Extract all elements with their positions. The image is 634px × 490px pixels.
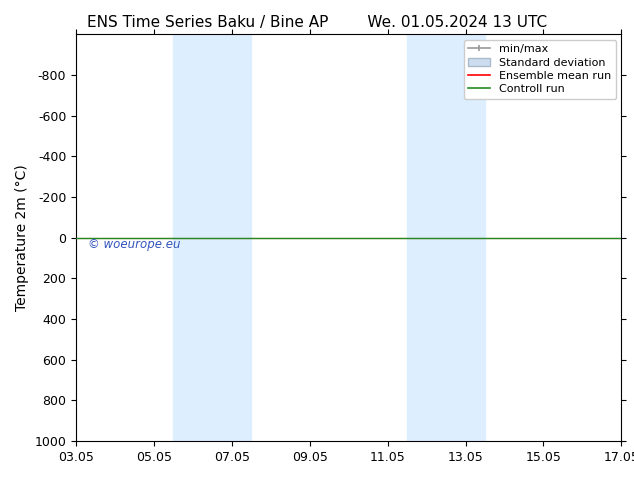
- Bar: [407, 34, 485, 441]
- Bar: [174, 34, 251, 441]
- Legend: min/max, Standard deviation, Ensemble mean run, Controll run: min/max, Standard deviation, Ensemble me…: [463, 40, 616, 99]
- Text: © woeurope.eu: © woeurope.eu: [87, 238, 180, 251]
- Y-axis label: Temperature 2m (°C): Temperature 2m (°C): [15, 164, 29, 311]
- Text: ENS Time Series Baku / Bine AP        We. 01.05.2024 13 UTC: ENS Time Series Baku / Bine AP We. 01.05…: [87, 15, 547, 30]
